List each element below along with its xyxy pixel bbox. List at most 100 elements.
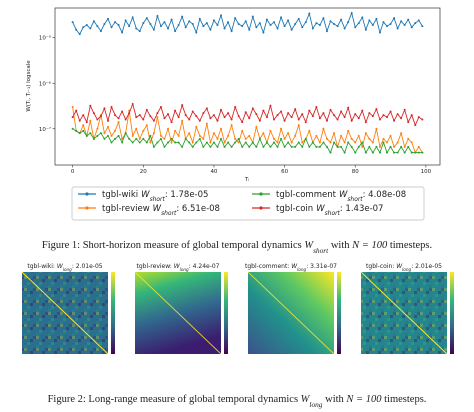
data-point bbox=[290, 28, 293, 31]
data-point bbox=[191, 141, 194, 144]
data-point bbox=[237, 141, 240, 144]
data-point bbox=[234, 106, 237, 109]
data-point bbox=[156, 15, 159, 18]
data-point bbox=[325, 119, 328, 122]
text-part: long bbox=[309, 400, 322, 409]
data-point bbox=[223, 145, 226, 148]
data-point bbox=[188, 20, 191, 23]
data-point bbox=[304, 137, 307, 140]
data-point bbox=[223, 116, 226, 119]
data-point bbox=[198, 119, 201, 122]
data-point bbox=[414, 151, 417, 154]
data-point bbox=[410, 114, 413, 117]
data-point bbox=[393, 151, 396, 154]
data-point bbox=[121, 110, 124, 113]
data-point bbox=[163, 117, 166, 120]
data-point bbox=[128, 112, 131, 115]
data-point bbox=[347, 21, 350, 24]
data-point bbox=[128, 25, 131, 28]
data-point bbox=[149, 115, 152, 118]
data-point bbox=[131, 141, 134, 144]
data-point bbox=[135, 137, 138, 140]
data-point bbox=[350, 145, 353, 148]
data-point bbox=[89, 104, 92, 107]
data-point bbox=[407, 18, 410, 21]
heatmap-wiki bbox=[21, 271, 115, 355]
data-point bbox=[138, 30, 141, 33]
data-point bbox=[159, 134, 162, 137]
data-point bbox=[276, 27, 279, 30]
data-point bbox=[375, 145, 378, 148]
data-point bbox=[92, 112, 95, 115]
data-point bbox=[357, 117, 360, 120]
data-point bbox=[308, 129, 311, 132]
text-part: : 4.08e-08 bbox=[363, 190, 407, 200]
legend-marker bbox=[259, 192, 263, 196]
caption: Figure 2: Long-range measure of global t… bbox=[48, 394, 427, 409]
data-point bbox=[121, 31, 124, 34]
data-point bbox=[177, 116, 180, 119]
data-point bbox=[272, 118, 275, 121]
data-point bbox=[265, 116, 268, 119]
data-point bbox=[375, 17, 378, 20]
data-point bbox=[85, 24, 88, 27]
data-point bbox=[135, 27, 138, 30]
text-part: : 1.78e-05 bbox=[165, 190, 209, 200]
data-point bbox=[121, 137, 124, 140]
plot-frame bbox=[54, 7, 441, 166]
series-line bbox=[72, 11, 423, 35]
data-point bbox=[297, 118, 300, 121]
legend-marker bbox=[259, 206, 263, 210]
series-line bbox=[72, 106, 423, 154]
text-part: W bbox=[339, 190, 348, 200]
series-line bbox=[72, 128, 423, 154]
data-point bbox=[114, 21, 117, 24]
data-point bbox=[262, 31, 265, 34]
data-point bbox=[138, 137, 141, 140]
data-point bbox=[333, 141, 336, 144]
data-point bbox=[407, 137, 410, 140]
data-point bbox=[89, 132, 92, 135]
data-point bbox=[227, 112, 230, 115]
data-point bbox=[318, 141, 321, 144]
data-point bbox=[174, 109, 177, 112]
x-tick-label: 80 bbox=[352, 169, 359, 175]
data-point bbox=[156, 141, 159, 144]
data-point bbox=[403, 108, 406, 111]
data-point bbox=[75, 109, 78, 112]
data-point bbox=[205, 141, 208, 144]
data-point bbox=[216, 137, 219, 140]
data-point bbox=[322, 112, 325, 115]
text-part: W bbox=[57, 263, 64, 270]
data-point bbox=[248, 134, 251, 137]
data-point bbox=[181, 119, 184, 122]
data-point bbox=[287, 132, 290, 135]
data-point bbox=[230, 145, 233, 148]
data-point bbox=[329, 151, 332, 154]
data-point bbox=[195, 31, 198, 34]
data-point bbox=[198, 137, 201, 140]
data-point bbox=[209, 117, 212, 120]
data-point bbox=[354, 113, 357, 116]
text-part: short bbox=[150, 196, 166, 203]
data-point bbox=[287, 112, 290, 115]
data-point bbox=[142, 129, 145, 132]
data-point bbox=[311, 115, 314, 118]
data-point bbox=[152, 119, 155, 122]
data-point bbox=[283, 137, 286, 140]
data-point bbox=[75, 129, 78, 132]
data-point bbox=[329, 141, 332, 144]
data-point bbox=[117, 134, 120, 137]
data-point bbox=[325, 30, 328, 33]
data-point bbox=[142, 118, 145, 121]
text-part: long bbox=[180, 267, 189, 272]
data-point bbox=[322, 141, 325, 144]
data-point bbox=[297, 124, 300, 127]
data-point bbox=[110, 106, 113, 109]
data-point bbox=[220, 127, 223, 130]
data-point bbox=[244, 137, 247, 140]
data-point bbox=[177, 141, 180, 144]
x-tick-label: 100 bbox=[421, 169, 432, 175]
data-point bbox=[163, 21, 166, 24]
data-point bbox=[280, 137, 283, 140]
